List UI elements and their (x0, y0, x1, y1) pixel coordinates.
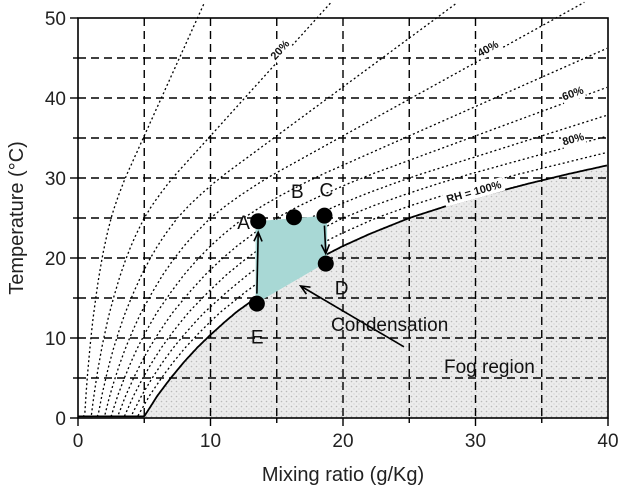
arrow-condensation (298, 285, 405, 348)
y-tick-label: 10 (45, 329, 66, 350)
y-tick-label: 20 (45, 249, 66, 270)
rh-label-bg (560, 129, 587, 150)
rh-curve (78, 114, 608, 418)
y-tick-label: 50 (45, 9, 66, 30)
point-c (316, 207, 333, 224)
y-tick-label: 30 (45, 169, 66, 190)
point-a (250, 213, 267, 230)
rh-label-group: 20% (267, 36, 294, 64)
x-axis-label: Mixing ratio (g/Kg) (262, 464, 424, 486)
rh-label: 80% (561, 131, 586, 149)
point-label-e: E (251, 328, 264, 349)
arrow-e-to-a-shaft (256, 232, 259, 294)
rh-label-group: 40% (474, 37, 502, 61)
arrows-layer (253, 225, 405, 348)
highlight-region (255, 215, 328, 304)
x-tick-label: 30 (465, 431, 486, 452)
fog-region-layer (144, 165, 609, 418)
arrow-c-to-d-head (320, 243, 331, 256)
arrow-c-to-d-shaft (323, 225, 327, 254)
x-tick-label: 20 (332, 431, 353, 452)
rh-curve (78, 47, 608, 418)
point-e (248, 295, 265, 312)
point-b (285, 209, 302, 226)
highlight-region-layer (255, 215, 328, 304)
x-tick-label: 10 (200, 431, 221, 452)
point-label-c: C (319, 181, 333, 202)
arrow-e-to-a-head (253, 230, 263, 242)
rh-label-group: 60% (559, 82, 587, 105)
condensation-label: Condensation (331, 315, 448, 336)
point-label-a: A (237, 213, 250, 234)
point-d (317, 255, 334, 272)
rh-label-bg (267, 36, 294, 64)
rh-curve (78, 135, 608, 418)
y-axis-label: Temperature (°C) (6, 141, 28, 295)
point-label-d: D (335, 279, 349, 300)
rh-label-bg (442, 176, 506, 207)
rh-label-group: 80% (560, 129, 587, 150)
x-tick-label: 0 (73, 431, 84, 452)
rh-curve (78, 3, 205, 418)
arrow-condensation-shaft (300, 285, 405, 348)
arrow-e-to-a (253, 230, 263, 294)
rh-curve (78, 164, 608, 418)
rh-label-bg (559, 82, 587, 105)
points-layer (248, 207, 334, 312)
y-tick-label: 40 (45, 89, 66, 110)
rh-curve (78, 151, 608, 418)
arrow-condensation-head (298, 285, 311, 295)
x-tick-label: 40 (597, 431, 618, 452)
fog-region-label: Fog region (444, 357, 535, 378)
axes-layer (70, 17, 609, 426)
rh-curve (78, 2, 458, 418)
rh-label-bg (474, 37, 502, 61)
arrow-c-to-d (320, 225, 331, 256)
point-label-b: B (291, 182, 304, 203)
y-tick-label: 0 (55, 409, 66, 430)
fog-region (144, 165, 609, 418)
